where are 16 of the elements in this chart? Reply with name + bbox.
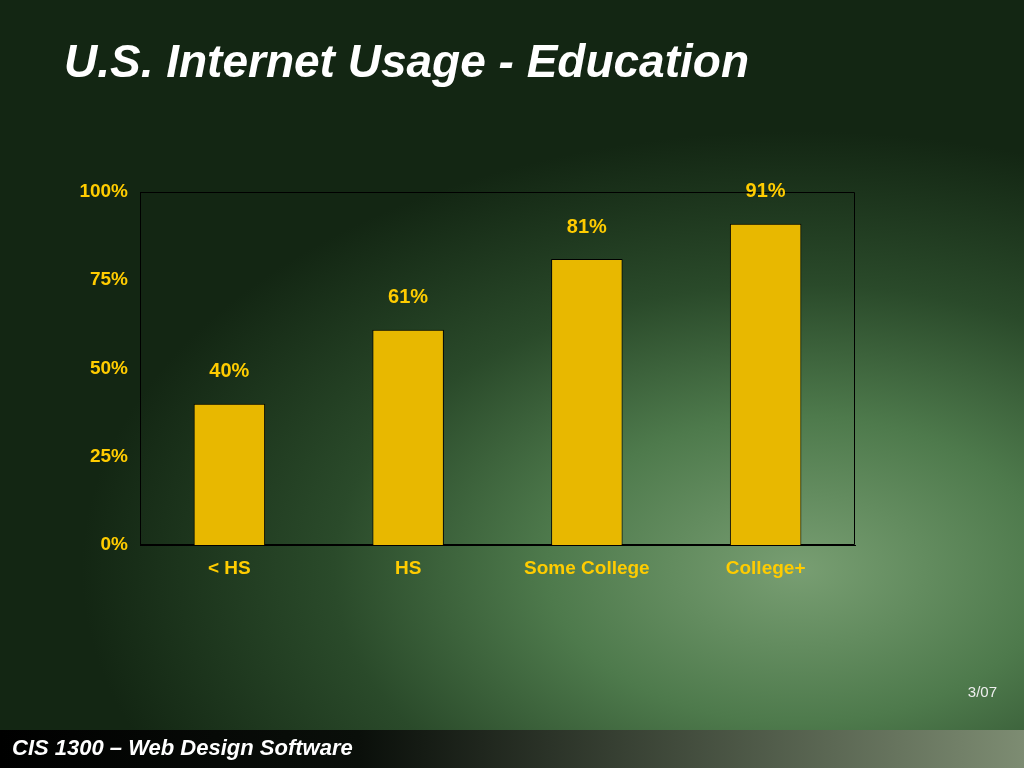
data-label: 81% bbox=[566, 214, 608, 237]
chart-title: U.S. Internet Usage - Education bbox=[64, 34, 749, 89]
y-tick-label: 0% bbox=[100, 533, 129, 555]
text: 3/07 bbox=[967, 683, 997, 700]
y-tick-label: 75% bbox=[89, 268, 129, 290]
data-label: 91% bbox=[745, 179, 786, 202]
x-tick-label: College+ bbox=[725, 556, 806, 578]
x-tick-label: Some College bbox=[524, 556, 650, 578]
y-tick-label: 100% bbox=[79, 180, 129, 202]
text: CIS 1300 – Web Design Software bbox=[12, 735, 353, 761]
y-tick-label: 50% bbox=[89, 356, 129, 378]
x-tick-label: < HS bbox=[207, 556, 251, 578]
y-tick-label: 25% bbox=[89, 444, 129, 466]
x-tick-label: HS bbox=[394, 556, 422, 578]
data-label: 61% bbox=[388, 285, 429, 308]
data-label: 40% bbox=[209, 359, 250, 382]
